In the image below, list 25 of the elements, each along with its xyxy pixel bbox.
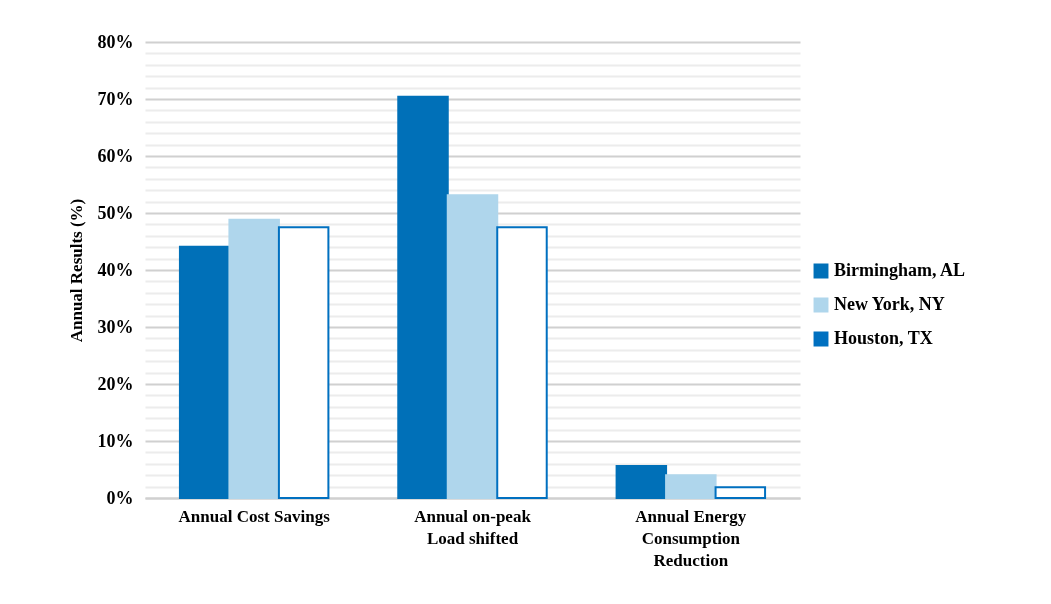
bar [178,245,231,499]
bar [496,226,548,499]
y-tick-label: 40% [97,259,134,280]
bar [714,486,767,499]
legend-label: Houston, TX [834,328,933,348]
legend-label: New York, NY [834,294,945,314]
y-tick-label: 60% [97,145,134,166]
y-tick-label: 20% [97,373,134,394]
x-tick-label: Annual Cost Savings [178,506,331,526]
y-tick-label: 10% [97,430,134,451]
legend-label: Birmingham, AL [834,260,966,280]
y-axis-title: Annual Results (%) [66,198,86,343]
bar [277,226,330,499]
y-tick-label: 70% [97,88,134,109]
bar [615,465,668,499]
y-tick-label: 80% [97,31,134,52]
y-tick-label: 50% [97,202,134,223]
bar [665,474,717,499]
y-tick-label: 0% [106,487,134,508]
x-tick-label: Annual on-peak Load shifted [414,506,532,548]
bar [397,95,449,499]
bar [228,218,280,499]
x-tick-label: Annual Energy Consumption Reduction [635,506,747,570]
bar [446,194,499,499]
y-tick-label: 30% [97,316,134,337]
